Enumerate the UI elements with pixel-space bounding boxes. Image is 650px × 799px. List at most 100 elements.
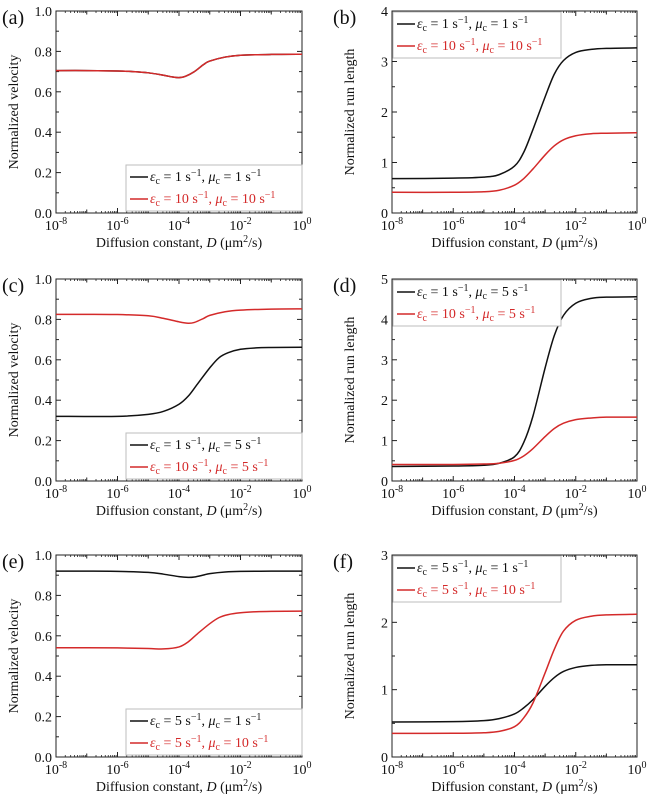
x-tick-label: 10-4 [503, 760, 525, 778]
panel-label: (d) [333, 275, 356, 297]
y-tick-label: 0.6 [35, 354, 53, 369]
x-tick-label: 10-6 [106, 216, 128, 234]
legend-box [125, 164, 303, 212]
y-tick-label: 2 [381, 106, 388, 121]
legend-box [392, 555, 562, 603]
y-tick-label: 0.6 [35, 86, 53, 101]
legend-entry-text: εc = 1 s−1, μc = 1 s−1 [417, 15, 528, 34]
legend-entry-text: εc = 10 s−1, μc = 5 s−1 [417, 305, 535, 324]
x-tick-label: 10-6 [442, 216, 464, 234]
panel-label: (b) [333, 7, 356, 29]
x-tick-label: 100 [293, 484, 312, 502]
y-tick-label: 5 [381, 273, 388, 288]
y-axis-label: Normalized run length [343, 317, 358, 444]
legend: εc = 1 s−1, μc = 5 s−1 εc = 10 s−1, μc = … [125, 432, 303, 480]
y-tick-label: 0.0 [35, 475, 53, 490]
x-tick-label: 10-4 [168, 484, 190, 502]
y-axis-label: Normalized velocity [7, 599, 22, 714]
y-tick-label: 1.0 [35, 549, 53, 564]
x-axis-label: Diffusion constant, D (μm2/s) [431, 778, 598, 795]
chart-panel-d: (d) 10-8 10-6 10-4 10-2 100 0 1 2 3 4 5 Diffusion co… [333, 273, 647, 519]
legend-entry-text: εc = 1 s−1, μc = 1 s−1 [150, 168, 261, 187]
y-tick-label: 0 [381, 751, 388, 766]
legend-entry-text: εc = 5 s−1, μc = 10 s−1 [417, 581, 535, 600]
legend-box [125, 432, 303, 480]
chart-panel-f: (f) 10-8 10-6 10-4 10-2 100 0 1 2 3 Diffusion cons… [333, 549, 647, 795]
x-tick-label: 10-2 [565, 484, 587, 502]
y-tick-label: 4 [381, 5, 388, 20]
y-tick-label: 0 [381, 475, 388, 490]
x-axis-label: Diffusion constant, D (μm2/s) [96, 502, 263, 519]
x-tick-label: 100 [628, 484, 647, 502]
series-line-black [392, 663, 637, 723]
y-axis-label: Normalized run length [343, 49, 358, 176]
y-tick-label: 3 [381, 549, 388, 564]
series-line-black [392, 47, 637, 180]
y-tick-label: 3 [381, 354, 388, 369]
x-tick-label: 10-4 [503, 216, 525, 234]
y-tick-label: 0.2 [35, 167, 53, 182]
y-tick-label: 0.6 [35, 630, 53, 645]
x-tick-label: 10-8 [381, 484, 403, 502]
x-tick-label: 10-6 [442, 484, 464, 502]
legend: εc = 1 s−1, μc = 1 s−1 εc = 10 s−1, μc = … [392, 11, 562, 59]
y-tick-label: 0.0 [35, 751, 53, 766]
series-line-black [392, 296, 637, 468]
y-tick-label: 0.2 [35, 435, 53, 450]
chart-panel-c: (c) 10-8 10-6 10-4 10-2 100 0.0 0.2 0.4 0.6 0.8 1.0… [2, 273, 312, 519]
chart-panel-e: (e) 10-8 10-6 10-4 10-2 100 0.0 0.2 0.4 0.6 0.8 1.0… [2, 549, 312, 795]
legend-entry-text: εc = 5 s−1, μc = 10 s−1 [150, 734, 268, 753]
y-tick-label: 0.8 [35, 313, 53, 328]
y-tick-label: 2 [381, 616, 388, 631]
series-line-red [392, 613, 637, 735]
legend-entry-text: εc = 1 s−1, μc = 5 s−1 [150, 436, 261, 455]
legend-box [392, 279, 562, 327]
x-tick-label: 10-4 [503, 484, 525, 502]
series-line-black [56, 570, 302, 579]
x-tick-label: 10-2 [565, 760, 587, 778]
y-tick-label: 0.2 [35, 711, 53, 726]
y-tick-label: 1.0 [35, 273, 53, 288]
y-tick-label: 0.4 [35, 670, 53, 685]
x-axis-label: Diffusion constant, D (μm2/s) [431, 502, 598, 519]
y-tick-label: 1 [381, 684, 388, 699]
panel-label: (a) [2, 7, 24, 29]
legend-entry-text: εc = 5 s−1, μc = 1 s−1 [150, 712, 261, 731]
x-tick-label: 10-8 [45, 216, 67, 234]
y-axis-label: Normalized run length [343, 593, 358, 720]
x-tick-label: 10-2 [229, 484, 251, 502]
y-tick-label: 4 [381, 313, 388, 328]
y-tick-label: 1.0 [35, 5, 53, 20]
y-axis-label: Normalized velocity [7, 55, 22, 170]
legend: εc = 5 s−1, μc = 1 s−1 εc = 5 s−1, μc = 1… [392, 555, 562, 603]
legend-entry-text: εc = 5 s−1, μc = 1 s−1 [417, 559, 528, 578]
series-line-red [392, 416, 637, 466]
x-tick-label: 100 [293, 760, 312, 778]
x-tick-label: 10-8 [381, 216, 403, 234]
legend-entry-text: εc = 10 s−1, μc = 5 s−1 [150, 458, 268, 477]
y-tick-label: 3 [381, 56, 388, 71]
x-tick-label: 100 [628, 760, 647, 778]
y-tick-label: 1 [381, 157, 388, 172]
y-tick-label: 1 [381, 435, 388, 450]
legend: εc = 1 s−1, μc = 5 s−1 εc = 10 s−1, μc = … [392, 279, 562, 327]
legend-box [392, 11, 562, 59]
panel-label: (e) [2, 551, 24, 573]
series-line-black [56, 53, 302, 79]
series-line-black [56, 346, 302, 418]
legend: εc = 1 s−1, μc = 1 s−1 εc = 10 s−1, μc = … [125, 164, 303, 212]
x-tick-label: 10-8 [381, 760, 403, 778]
x-tick-label: 10-2 [565, 216, 587, 234]
legend-entry-text: εc = 1 s−1, μc = 5 s−1 [417, 283, 528, 302]
x-tick-label: 10-4 [168, 216, 190, 234]
x-tick-label: 10-6 [106, 484, 128, 502]
x-axis-label: Diffusion constant, D (μm2/s) [96, 234, 263, 251]
legend-entry-text: εc = 10 s−1, μc = 10 s−1 [150, 190, 275, 209]
chart-panel-b: (b) 10-8 10-6 10-4 10-2 100 0 1 2 3 4 Diffusion con… [333, 5, 647, 251]
series-line-red [56, 308, 302, 325]
y-tick-label: 2 [381, 394, 388, 409]
y-tick-label: 0.4 [35, 126, 53, 141]
series-line-red [392, 131, 637, 194]
legend-entry-text: εc = 10 s−1, μc = 10 s−1 [417, 37, 542, 56]
